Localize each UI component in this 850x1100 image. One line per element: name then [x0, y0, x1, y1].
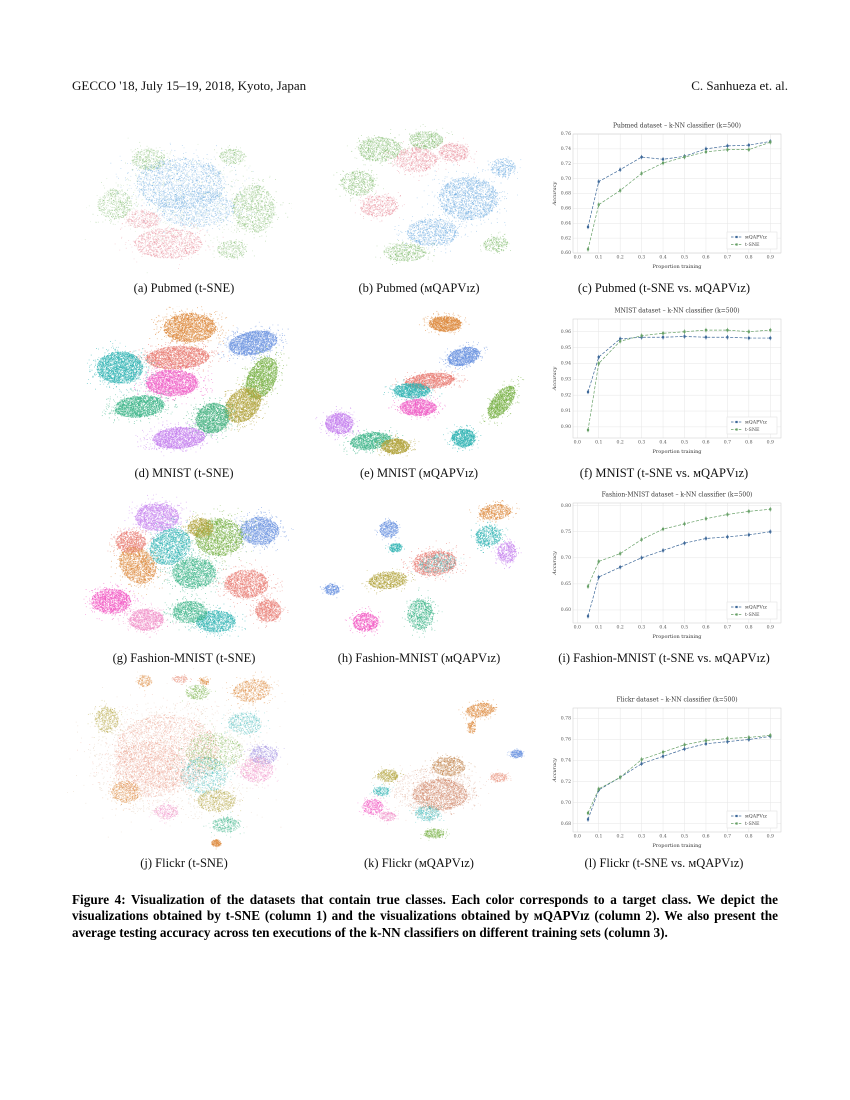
scatter-fashion-tsne	[76, 490, 294, 646]
scatter-fashion-mqapviz	[312, 490, 528, 645]
subcaption-k: (k) Flickr (мQAPVız)	[364, 856, 474, 870]
chart-mnist-accuracy	[546, 305, 788, 458]
subcaption-d: (d) MNIST (t-SNE)	[134, 466, 234, 480]
subcaption-g: (g) Fashion-MNIST (t-SNE)	[112, 651, 256, 665]
running-header-conference: GECCO '18, July 15–19, 2018, Kyoto, Japa…	[72, 78, 307, 93]
running-header-authors: C. Sanhueza et. al.	[691, 78, 788, 93]
figure-caption: Figure 4: Visualization of the datasets …	[72, 892, 778, 940]
subcaption-b: (b) Pubmed (мQAPVız)	[358, 281, 480, 295]
subcaption-f: (f) MNIST (t-SNE vs. мQAPVız)	[579, 466, 749, 480]
subcaption-i: (i) Fashion-MNIST (t-SNE vs. мQAPVız)	[558, 651, 770, 665]
chart-pubmed-accuracy	[546, 120, 788, 273]
subcaption-h: (h) Fashion-MNIST (мQAPVız)	[337, 651, 501, 665]
subcaption-j: (j) Flickr (t-SNE)	[140, 856, 228, 870]
chart-flickr-accuracy	[546, 694, 788, 852]
chart-fashion-accuracy	[546, 489, 788, 643]
subcaption-l: (l) Flickr (t-SNE vs. мQAPVız)	[584, 856, 744, 870]
scatter-flickr-mqapviz	[318, 688, 528, 844]
subcaption-c: (c) Pubmed (t-SNE vs. мQAPVız)	[577, 281, 751, 295]
subcaption-e: (e) MNIST (мQAPVız)	[359, 466, 479, 480]
subcaption-a: (a) Pubmed (t-SNE)	[133, 281, 235, 295]
scatter-mnist-mqapviz	[312, 306, 528, 458]
scatter-pubmed-mqapviz	[315, 121, 528, 275]
scatter-flickr-tsne	[66, 668, 304, 852]
scatter-mnist-tsne	[76, 306, 294, 459]
scatter-pubmed-tsne	[78, 126, 292, 276]
